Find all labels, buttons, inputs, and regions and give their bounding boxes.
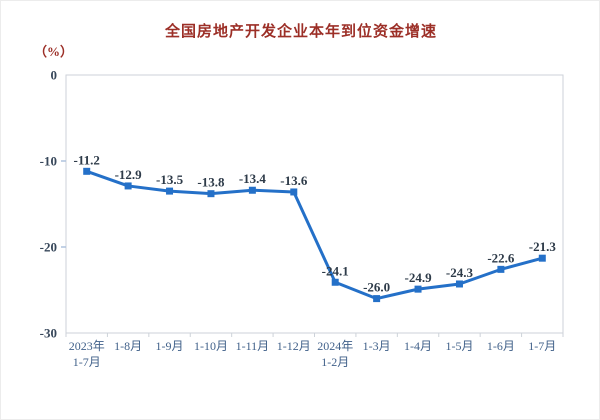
y-axis-tick-label: 0 — [51, 68, 58, 83]
x-axis-category-label: 1-7月 — [528, 339, 556, 353]
x-axis-category-label: 1-6月 — [487, 339, 515, 353]
data-point-marker — [290, 188, 298, 196]
data-point-marker — [497, 265, 505, 273]
data-point-label: -24.9 — [404, 270, 432, 285]
x-axis-category-label: 1-8月 — [114, 339, 142, 353]
x-axis-category-label: 1-5月 — [445, 339, 473, 353]
data-point-label: -11.2 — [74, 152, 100, 167]
x-axis-category-label: 1-4月 — [404, 339, 432, 353]
trend-line — [85, 169, 544, 301]
data-point-label: -24.3 — [446, 265, 474, 280]
data-point-marker — [166, 187, 174, 195]
data-point-label: -26.0 — [363, 280, 390, 295]
data-point-marker — [455, 280, 463, 288]
y-axis-unit-label: （%） — [34, 44, 74, 59]
data-point-label: -13.4 — [239, 171, 267, 186]
data-point-label: -13.6 — [280, 173, 308, 188]
y-axis-tick-label: -20 — [40, 240, 57, 255]
data-point-label: -22.6 — [487, 250, 515, 265]
x-axis-category-label: 1-12月 — [277, 339, 311, 353]
x-axis-category-label: 1-7月 — [73, 355, 101, 369]
x-axis-category-label: 2023年 — [69, 339, 105, 353]
data-point-label: -13.5 — [156, 172, 184, 187]
y-axis-tick-label: -30 — [40, 326, 57, 341]
data-point-label: -13.8 — [197, 175, 225, 190]
data-point-marker — [207, 190, 215, 198]
x-axis-category-label: 1-9月 — [156, 339, 184, 353]
data-point-marker — [331, 278, 339, 286]
data-point-label: -21.3 — [529, 239, 557, 254]
x-axis-category-label: 1-11月 — [236, 339, 270, 353]
data-point-label: -12.9 — [115, 167, 143, 182]
x-axis-category-label: 1-3月 — [363, 339, 391, 353]
x-axis-category-label: 2024年 — [317, 339, 353, 353]
data-point-marker — [414, 285, 422, 293]
data-point-label: -24.1 — [322, 263, 349, 278]
chart-title: 全国房地产开发企业本年到位资金增速 — [164, 23, 437, 40]
y-axis-tick-label: -10 — [40, 154, 57, 169]
x-axis-category-label: 1-2月 — [321, 355, 349, 369]
data-point-marker — [373, 295, 381, 303]
plot-area-border — [65, 74, 564, 334]
data-point-marker — [538, 254, 546, 262]
data-point-marker — [124, 182, 132, 190]
data-point-marker — [83, 167, 91, 175]
x-axis-category-label: 1-10月 — [194, 339, 228, 353]
data-point-marker — [248, 186, 256, 194]
